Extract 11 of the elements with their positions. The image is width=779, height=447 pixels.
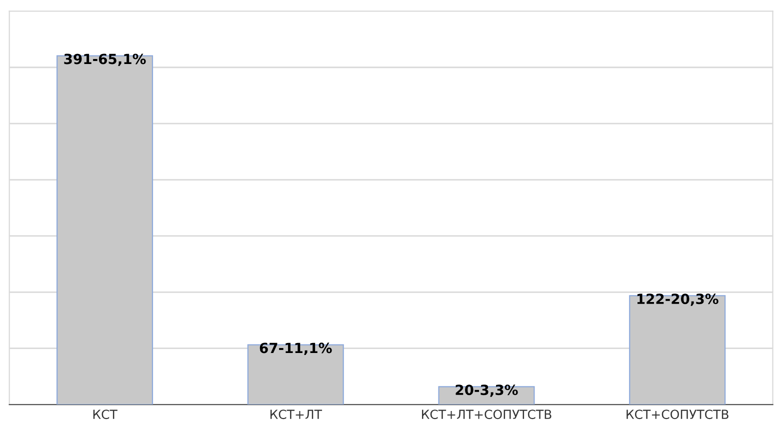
data-label: 122-20,3% — [637, 294, 718, 306]
x-tick-label: КСТ+СОПУТСТВ — [626, 410, 728, 420]
data-label: 67-11,1% — [260, 342, 332, 355]
x-tick-label: КСТ+ЛТ+СОПУТСТВ — [422, 410, 552, 420]
data-label: 391-65,1% — [64, 54, 146, 66]
data-label: 20-3,3% — [456, 384, 518, 397]
bar — [247, 344, 344, 405]
bar — [56, 55, 154, 405]
x-tick-label: КСТ — [93, 410, 118, 420]
x-tick-label: КСТ+ЛТ — [270, 410, 322, 420]
bar — [629, 295, 726, 405]
